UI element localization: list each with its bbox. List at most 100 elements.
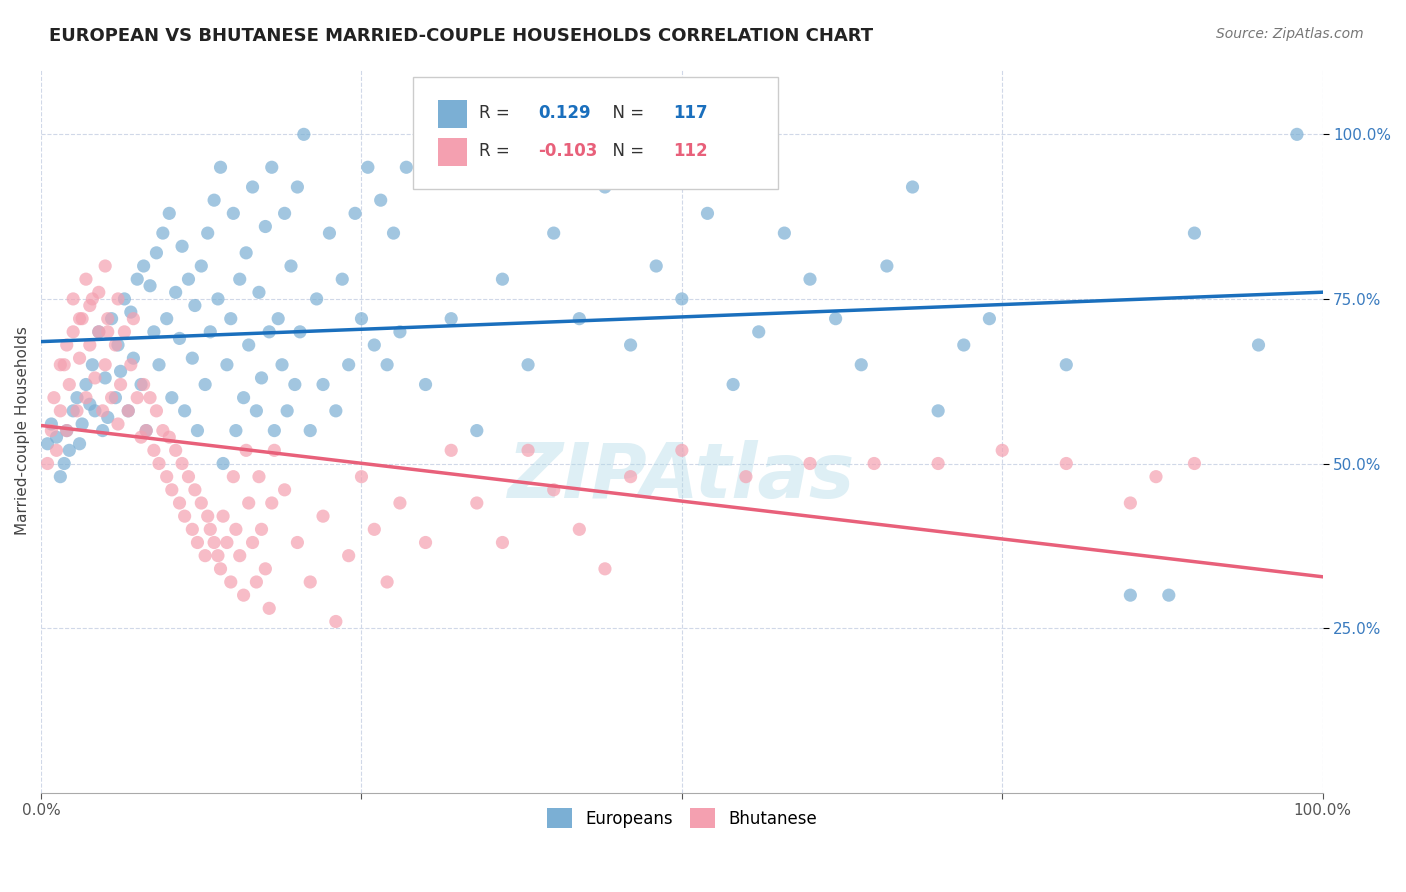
Point — [157, 430, 180, 444]
Point — [148, 358, 170, 372]
Point — [292, 128, 315, 142]
Point — [1157, 588, 1180, 602]
Point — [312, 377, 335, 392]
Point — [139, 278, 162, 293]
Point — [200, 325, 222, 339]
Point — [229, 272, 252, 286]
Point — [177, 272, 200, 286]
Point — [181, 522, 204, 536]
Point — [863, 457, 886, 471]
Point — [62, 404, 84, 418]
Point — [87, 325, 110, 339]
Point — [104, 391, 127, 405]
Point — [55, 338, 77, 352]
Point — [165, 285, 187, 300]
Point — [87, 325, 110, 339]
Point — [299, 574, 322, 589]
Point — [671, 443, 693, 458]
Point — [79, 338, 101, 352]
Point — [257, 325, 280, 339]
Point — [190, 259, 212, 273]
Point — [135, 424, 157, 438]
Text: N =: N = — [602, 104, 650, 122]
Text: 117: 117 — [673, 104, 707, 122]
Point — [45, 430, 67, 444]
Point — [91, 424, 114, 438]
Point — [110, 377, 132, 392]
Point — [127, 272, 149, 286]
Point — [440, 443, 463, 458]
Point — [242, 180, 264, 194]
Point — [58, 443, 80, 458]
Point — [62, 325, 84, 339]
Point — [66, 404, 89, 418]
Point — [799, 272, 821, 286]
Point — [1184, 226, 1206, 240]
Point — [748, 325, 770, 339]
Point — [851, 358, 873, 372]
Point — [75, 272, 97, 286]
Point — [357, 161, 380, 175]
Point — [132, 259, 155, 273]
Point — [330, 272, 353, 286]
FancyBboxPatch shape — [439, 138, 467, 166]
Point — [49, 358, 72, 372]
Point — [440, 311, 463, 326]
Point — [299, 424, 322, 438]
Point — [219, 574, 242, 589]
Point — [212, 509, 235, 524]
Point — [197, 509, 219, 524]
Point — [84, 404, 107, 418]
Point — [491, 272, 513, 286]
Point — [238, 496, 260, 510]
Point — [222, 469, 245, 483]
Point — [53, 358, 76, 372]
Point — [79, 397, 101, 411]
Point — [69, 351, 91, 366]
Point — [170, 457, 193, 471]
Point — [927, 404, 949, 418]
Point — [219, 311, 242, 326]
Point — [267, 311, 290, 326]
Point — [1054, 358, 1077, 372]
Point — [305, 292, 328, 306]
Y-axis label: Married-couple Households: Married-couple Households — [15, 326, 30, 535]
Point — [415, 377, 437, 392]
Point — [288, 325, 311, 339]
Point — [110, 364, 132, 378]
Point — [245, 404, 267, 418]
Point — [122, 311, 145, 326]
Point — [337, 549, 360, 563]
Point — [229, 549, 252, 563]
Point — [215, 358, 238, 372]
Point — [127, 391, 149, 405]
Point — [1247, 338, 1270, 352]
Point — [375, 574, 398, 589]
Point — [773, 226, 796, 240]
Point — [465, 424, 488, 438]
Point — [69, 436, 91, 450]
Point — [325, 615, 347, 629]
Point — [160, 483, 183, 497]
Point — [250, 522, 273, 536]
Point — [370, 193, 392, 207]
Point — [184, 298, 207, 312]
Point — [465, 496, 488, 510]
Point — [197, 226, 219, 240]
Point — [145, 404, 167, 418]
Point — [619, 338, 641, 352]
Point — [225, 424, 247, 438]
Point — [824, 311, 846, 326]
Point — [70, 417, 93, 431]
Point — [593, 180, 616, 194]
Point — [202, 193, 225, 207]
Legend: Europeans, Bhutanese: Europeans, Bhutanese — [540, 801, 824, 835]
Point — [94, 259, 117, 273]
Point — [53, 457, 76, 471]
Point — [517, 443, 540, 458]
Point — [139, 391, 162, 405]
Point — [260, 496, 283, 510]
Point — [120, 305, 142, 319]
Point — [671, 292, 693, 306]
Point — [62, 292, 84, 306]
